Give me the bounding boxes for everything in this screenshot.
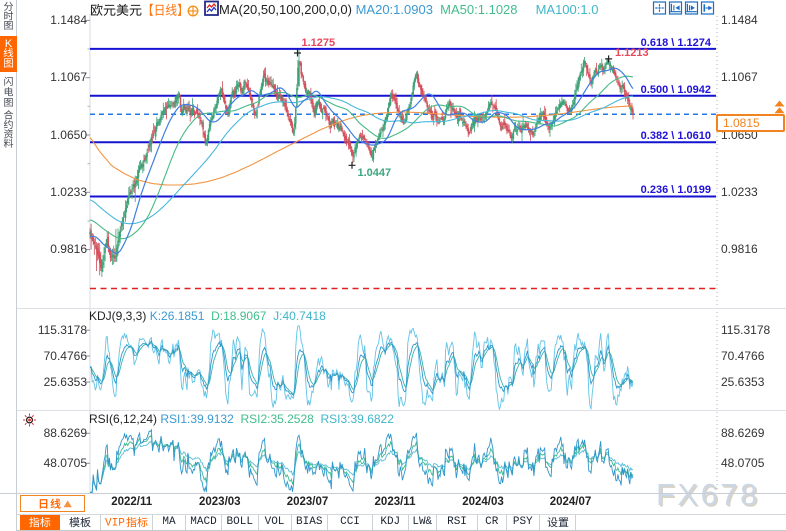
svg-text:K: K (5, 38, 13, 50)
svg-text:VIP: VIP (105, 518, 125, 530)
